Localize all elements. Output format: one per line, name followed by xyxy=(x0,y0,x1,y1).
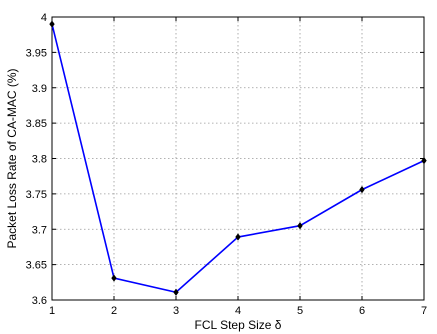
y-tick-label: 4 xyxy=(41,12,47,24)
data-point-marker xyxy=(235,233,241,241)
y-tick-label: 3.6 xyxy=(32,295,47,307)
x-tick-label: 4 xyxy=(235,305,241,317)
y-tick-label: 3.85 xyxy=(26,118,47,130)
y-tick-label: 3.7 xyxy=(32,224,47,236)
data-point-marker xyxy=(173,288,179,296)
y-tick-label: 3.8 xyxy=(32,154,47,166)
x-tick-label: 7 xyxy=(421,305,427,317)
x-tick-label: 3 xyxy=(173,305,179,317)
data-point-marker xyxy=(421,157,427,165)
x-tick-label: 5 xyxy=(297,305,303,317)
y-tick-label: 3.9 xyxy=(32,83,47,95)
axis-labels: 1 2 3 4 5 6 7 3.6 3.65 3.7 3.75 3.8 3.85 3.9 3.95 4 xyxy=(26,12,427,317)
axis-ticks xyxy=(51,16,425,301)
y-tick-label: 3.95 xyxy=(26,47,47,59)
data-point-marker xyxy=(297,222,303,230)
y-tick-label: 3.75 xyxy=(26,189,47,201)
x-tick-label: 6 xyxy=(359,305,365,317)
data-point-marker xyxy=(111,274,117,282)
x-tick-label: 1 xyxy=(49,305,55,317)
data-series xyxy=(49,20,427,296)
x-axis-label: FCL Step Size δ xyxy=(195,318,282,332)
x-tick-label: 2 xyxy=(111,305,117,317)
grid-lines xyxy=(52,17,424,300)
data-point-marker xyxy=(359,186,365,194)
y-tick-label: 3.65 xyxy=(26,260,47,272)
data-point-marker xyxy=(49,20,55,28)
y-axis-label: Packet Loss Rate of CA-MAC (%) xyxy=(5,68,19,248)
